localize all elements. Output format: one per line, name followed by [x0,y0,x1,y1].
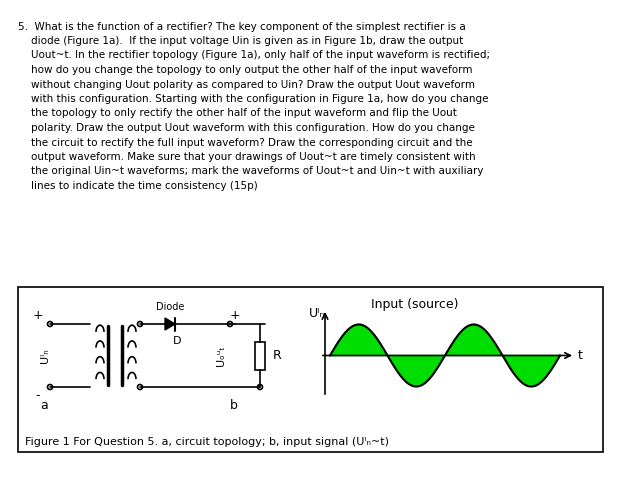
Text: without changing Uout polarity as compared to Uin? Draw the output Uout waveform: without changing Uout polarity as compar… [18,79,475,90]
Text: -: - [36,389,40,402]
Text: a: a [40,399,48,412]
Text: Figure 1 For Question 5. a, circuit topology; b, input signal (Uᴵₙ~t): Figure 1 For Question 5. a, circuit topo… [25,437,389,447]
Text: b: b [230,399,238,412]
Text: t: t [578,349,583,362]
Bar [255,341,265,370]
Text: the original Uin~t waveforms; mark the waveforms of Uout~t and Uin~t with auxili: the original Uin~t waveforms; mark the w… [18,167,483,176]
Text: Uout~t. In the rectifier topology (Figure 1a), only half of the input waveform i: Uout~t. In the rectifier topology (Figur… [18,51,490,60]
Text: with this configuration. Starting with the configuration in Figure 1a, how do yo: with this configuration. Starting with t… [18,94,488,104]
Text: D: D [173,336,181,346]
Text: Diode: Diode [156,302,184,312]
Text: lines to indicate the time consistency (15p): lines to indicate the time consistency (… [18,181,258,191]
Text: the circuit to rectify the full input waveform? Draw the corresponding circuit a: the circuit to rectify the full input wa… [18,137,473,148]
Text: diode (Figure 1a).  If the input voltage Uin is given as in Figure 1b, draw the : diode (Figure 1a). If the input voltage … [18,36,463,46]
Text: R: R [273,349,282,362]
Text: +: + [33,309,43,322]
Text: how do you change the topology to only output the other half of the input wavefo: how do you change the topology to only o… [18,65,472,75]
Polygon shape [165,318,175,330]
Text: polarity. Draw the output Uout waveform with this configuration. How do you chan: polarity. Draw the output Uout waveform … [18,123,475,133]
Text: +: + [230,309,240,322]
Text: Uₒᵘₜ: Uₒᵘₜ [216,345,226,366]
Text: Uᴵₙ: Uᴵₙ [40,348,50,363]
Bar [18,287,603,452]
Text: Input (source): Input (source) [371,298,459,311]
Text: the topology to only rectify the other half of the input waveform and flip the U: the topology to only rectify the other h… [18,109,457,118]
Text: 5.  What is the function of a rectifier? The key component of the simplest recti: 5. What is the function of a rectifier? … [18,21,465,32]
Text: Uᴵₙ: Uᴵₙ [309,307,325,320]
Text: output waveform. Make sure that your drawings of Uout~t are timely consistent wi: output waveform. Make sure that your dra… [18,152,475,162]
